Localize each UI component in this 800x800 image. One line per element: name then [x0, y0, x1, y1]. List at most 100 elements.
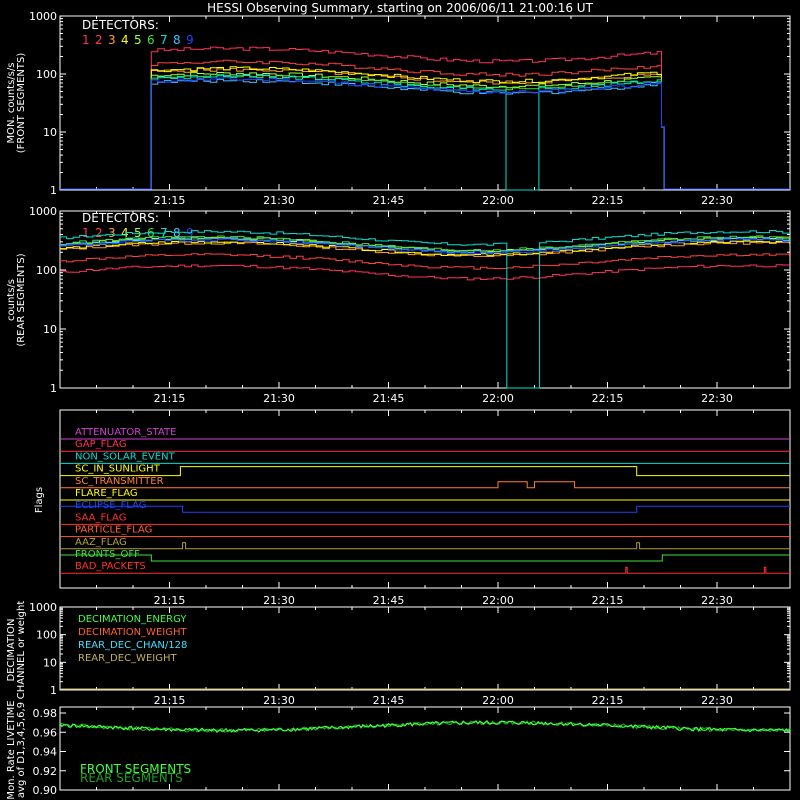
front-legend-detector-4: 4 — [121, 33, 129, 47]
decimation-ylabel-1: DECIMATION — [6, 618, 17, 681]
rear-legend-detector-3: 3 — [108, 226, 116, 240]
livetime-ylabel-1: Mon. Rate LIVETIME — [6, 700, 17, 799]
flag-label-non-solar-event: NON_SOLAR_EVENT — [75, 451, 176, 462]
flag-label-sc-in-sunlight: SC_IN_SUNLIGHT — [75, 464, 161, 475]
decimation-xtick-label: 21:15 — [154, 694, 186, 707]
livetime-ytick-0.94: 0.94 — [33, 746, 58, 759]
rear-series-detector-6 — [60, 235, 790, 252]
rear-series-detector-1 — [60, 264, 790, 281]
flag-label-flare-flag: FLARE_FLAG — [75, 488, 138, 499]
flags-xtick-label: 22:30 — [701, 594, 733, 607]
rear-ytick-1: 1 — [50, 382, 57, 395]
livetime-series-front — [59, 719, 791, 734]
rear-ytick-100: 100 — [36, 264, 57, 277]
decimation-ytick-1000: 1000 — [29, 601, 57, 614]
decimation-legend-2: REAR_DEC_CHAN/128 — [78, 640, 187, 651]
front-legend-detector-2: 2 — [95, 33, 103, 47]
front-xtick-label: 22:00 — [482, 194, 514, 207]
rear-series-detector-8 — [60, 237, 790, 254]
livetime-ytick-0.96: 0.96 — [33, 726, 58, 739]
rear-legend-detector-5: 5 — [134, 226, 142, 240]
rear-plot-frame — [59, 210, 791, 389]
front-legend-detector-3: 3 — [108, 33, 116, 47]
front-ylabel-1: MON. counts/s/s — [6, 63, 17, 144]
front-xtick-label: 21:15 — [154, 194, 186, 207]
front-series-detector-9 — [60, 77, 790, 190]
flag-line-sc-transmitter — [60, 481, 790, 489]
front-xtick-label: 21:30 — [263, 194, 295, 207]
rear-legend-detector-4: 4 — [121, 226, 129, 240]
livetime-ytick-0.92: 0.92 — [33, 765, 58, 778]
front-legend-detector-1: 1 — [82, 33, 90, 47]
front-xtick-label: 22:30 — [701, 194, 733, 207]
rear-series-detector-2 — [60, 253, 790, 270]
front-series-detector-3 — [60, 67, 790, 190]
flags-xtick-label: 21:30 — [263, 594, 295, 607]
front-legend-detector-9: 9 — [186, 33, 194, 47]
front-plot-frame — [59, 15, 791, 191]
front-series-detector-7 — [60, 74, 790, 191]
rear-legend-detector-1: 1 — [82, 226, 90, 240]
flag-line-sc-in-sunlight — [60, 466, 790, 477]
flag-label-gap-flag: GAP_FLAG — [75, 439, 127, 450]
front-series-detector-6 — [60, 74, 790, 190]
front-ytick-1000: 1000 — [29, 10, 57, 23]
rear-xtick-label: 21:15 — [154, 392, 186, 405]
flag-label-sc-transmitter: SC_TRANSMITTER — [75, 476, 164, 487]
livetime-legend-1: REAR SEGMENTS — [80, 771, 183, 785]
front-legend-detector-7: 7 — [160, 33, 168, 47]
flags-ylabel: Flags — [34, 487, 45, 513]
decimation-xtick-label: 21:30 — [263, 694, 295, 707]
livetime-legend-0: FRONT SEGMENTS — [80, 762, 191, 776]
front-legend-detector-5: 5 — [134, 33, 142, 47]
flag-line-bad-packets — [60, 566, 790, 574]
decimation-legend-3: REAR_DEC_WEIGHT — [78, 653, 177, 664]
rear-series-detector-9 — [60, 238, 790, 255]
decimation-xtick-label: 22:00 — [482, 694, 514, 707]
front-series-detector-8 — [60, 78, 790, 190]
flag-label-attenuator-state: ATTENUATOR_STATE — [75, 427, 176, 438]
rear-xtick-label: 21:30 — [263, 392, 295, 405]
rear-legend-detector-2: 2 — [95, 226, 103, 240]
rear-series-detector-7 — [60, 230, 790, 389]
front-series-detector-1 — [60, 46, 790, 190]
flag-label-bad-packets: BAD_PACKETS — [75, 561, 146, 572]
front-ytick-100: 100 — [36, 68, 57, 81]
rear-legend-detector-8: 8 — [173, 226, 181, 240]
flag-line-aaz-flag — [60, 542, 790, 550]
front-series-detector-4 — [60, 66, 790, 190]
rear-legend-title: DETECTORS: — [82, 211, 159, 225]
decimation-ytick-1: 1 — [50, 684, 57, 697]
front-xtick-label: 21:45 — [373, 194, 405, 207]
livetime-ytick-0.98: 0.98 — [33, 707, 58, 720]
rear-ylabel-2: (REAR SEGMENTS) — [16, 253, 27, 346]
front-legend-title: DETECTORS: — [82, 18, 159, 32]
flags-xtick-label: 21:15 — [154, 594, 186, 607]
rear-xtick-label: 22:00 — [482, 392, 514, 405]
decimation-xtick-label: 22:15 — [592, 694, 624, 707]
flags-xtick-label: 21:45 — [373, 594, 405, 607]
front-xtick-label: 22:15 — [592, 194, 624, 207]
flag-label-particle-flag: PARTICLE_FLAG — [75, 525, 152, 536]
flags-xtick-label: 22:00 — [482, 594, 514, 607]
decimation-ytick-10: 10 — [43, 656, 57, 669]
rear-ylabel-1: counts/s — [6, 279, 17, 321]
front-series-detector-2 — [60, 59, 790, 190]
rear-xtick-label: 22:15 — [592, 392, 624, 405]
chart-title: HESSI Observing Summary, starting on 200… — [207, 1, 593, 15]
flags-xtick-label: 22:15 — [592, 594, 624, 607]
front-legend-detector-6: 6 — [147, 33, 155, 47]
decimation-legend-0: DECIMATION_ENERGY — [78, 614, 187, 625]
rear-ytick-1000: 1000 — [29, 205, 57, 218]
decimation-xtick-label: 22:30 — [701, 694, 733, 707]
front-series-detector-5 — [60, 72, 790, 190]
rear-xtick-label: 21:45 — [373, 392, 405, 405]
flag-label-aaz-flag: AAZ_FLAG — [75, 537, 127, 548]
flag-line-fronts-off — [60, 554, 790, 562]
front-ylabel-2: (FRONT SEGMENTS) — [16, 53, 27, 154]
decimation-legend-1: DECIMATION_WEIGHT — [78, 627, 187, 638]
flag-line-eclipse-flag — [60, 505, 790, 513]
flag-label-saa-flag: SAA_FLAG — [75, 512, 126, 523]
livetime-ylabel-2: avg of D1,3,4,5,6,9 — [16, 702, 27, 798]
